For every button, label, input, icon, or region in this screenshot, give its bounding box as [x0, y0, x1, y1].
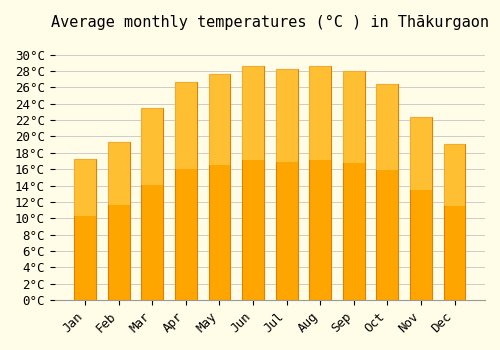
Bar — [108, 142, 130, 205]
Bar — [142, 108, 164, 300]
Bar — [108, 142, 130, 300]
Bar — [276, 69, 297, 300]
Bar — [376, 84, 398, 170]
Bar — [175, 82, 197, 169]
Bar — [444, 144, 466, 300]
Bar — [310, 66, 331, 300]
Bar — [343, 71, 364, 300]
Bar — [310, 66, 331, 160]
Bar — [74, 159, 96, 300]
Bar — [242, 66, 264, 300]
Bar — [376, 84, 398, 300]
Bar — [410, 117, 432, 190]
Bar — [444, 144, 466, 206]
Bar — [242, 66, 264, 160]
Title: Average monthly temperatures (°C ) in Thākurgaon: Average monthly temperatures (°C ) in Th… — [51, 15, 489, 30]
Bar — [208, 74, 231, 164]
Bar — [74, 159, 96, 216]
Bar — [208, 74, 231, 300]
Bar — [175, 82, 197, 300]
Bar — [142, 108, 164, 185]
Bar — [276, 69, 297, 162]
Bar — [410, 117, 432, 300]
Bar — [343, 71, 364, 163]
